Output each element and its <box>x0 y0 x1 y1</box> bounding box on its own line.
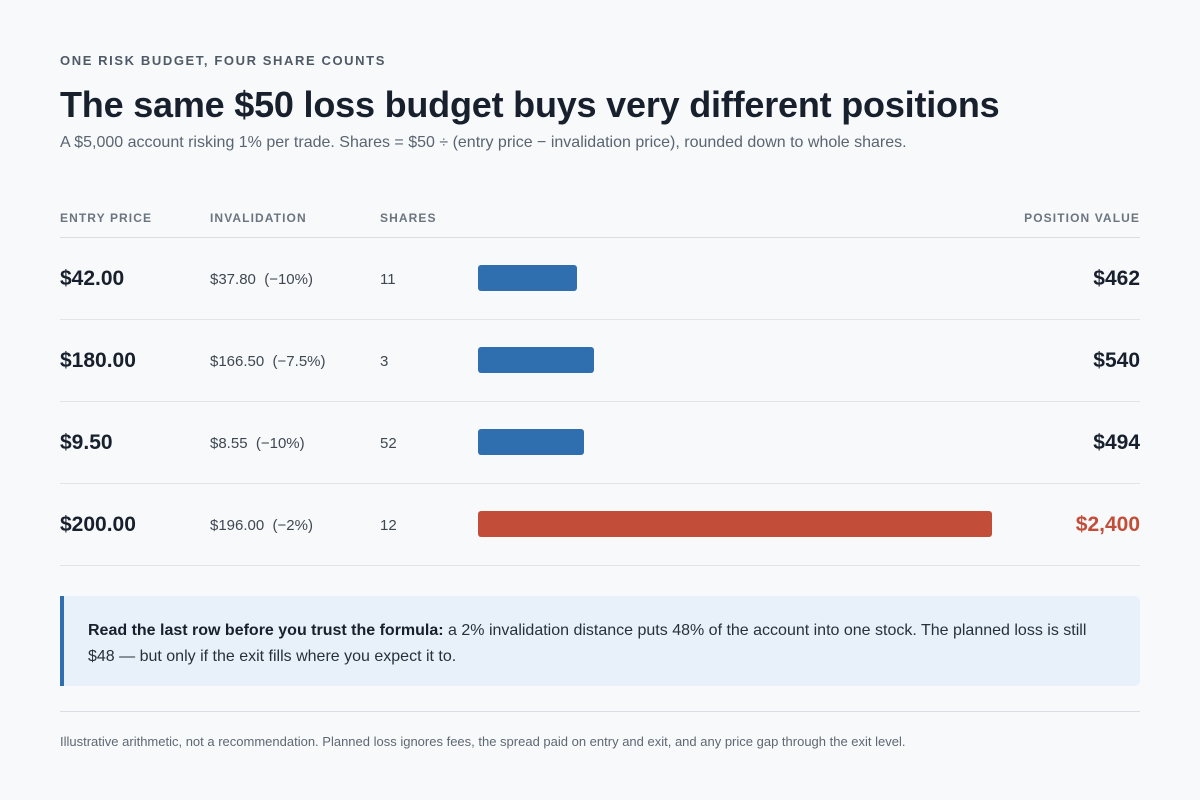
share-count: 12 <box>380 516 397 534</box>
position-value-bar <box>478 511 992 537</box>
table-header: ENTRY PRICE INVALIDATION SHARES POSITION… <box>60 211 1140 238</box>
column-header-entry-price: ENTRY PRICE <box>60 211 153 225</box>
entry-price: $42.00 <box>60 267 125 290</box>
column-header-shares: SHARES <box>380 211 437 225</box>
eyebrow: ONE RISK BUDGET, FOUR SHARE COUNTS <box>60 53 386 68</box>
entry-price: $9.50 <box>60 431 113 454</box>
position-value: $2,400 <box>1075 513 1140 536</box>
share-count: 52 <box>380 434 397 452</box>
page-subtitle: A $5,000 account risking 1% per trade. S… <box>60 134 907 151</box>
footnote: Illustrative arithmetic, not a recommend… <box>60 734 906 749</box>
column-header-position-value: POSITION VALUE <box>1024 211 1140 225</box>
table-row: $42.00 $37.80 (−10%) 11 $462 <box>60 238 1140 320</box>
position-value: $494 <box>1093 431 1140 454</box>
invalidation-price: $196.00 (−2%) <box>210 516 313 534</box>
callout-note: Read the last row before you trust the f… <box>60 596 1140 686</box>
position-value-bar <box>478 347 594 373</box>
share-count: 3 <box>380 352 389 370</box>
invalidation-price: $37.80 (−10%) <box>210 270 313 288</box>
table-body: $42.00 $37.80 (−10%) 11 $462 $180.00 $166.50 … <box>60 238 1140 566</box>
callout-lead: Read the last row before you trust the f… <box>88 622 444 639</box>
table-row: $200.00 $196.00 (−2%) 12 $2,400 <box>60 484 1140 566</box>
entry-price: $200.00 <box>60 513 136 536</box>
invalidation-price: $8.55 (−10%) <box>210 434 305 452</box>
table-row: $9.50 $8.55 (−10%) 52 $494 <box>60 402 1140 484</box>
page: ONE RISK BUDGET, FOUR SHARE COUNTS The s… <box>60 0 1140 800</box>
position-value: $462 <box>1093 267 1140 290</box>
position-value: $540 <box>1093 349 1140 372</box>
column-header-invalidation: INVALIDATION <box>210 211 307 225</box>
table-row: $180.00 $166.50 (−7.5%) 3 $540 <box>60 320 1140 402</box>
invalidation-price: $166.50 (−7.5%) <box>210 352 326 370</box>
position-value-bar <box>478 265 577 291</box>
position-value-bar <box>478 429 584 455</box>
callout-body: a 2% invalidation distance puts 48% of t… <box>88 622 1087 665</box>
share-count: 11 <box>380 270 396 288</box>
footer-divider <box>60 711 1140 712</box>
page-title: The same $50 loss budget buys very diffe… <box>60 84 1000 125</box>
entry-price: $180.00 <box>60 349 136 372</box>
